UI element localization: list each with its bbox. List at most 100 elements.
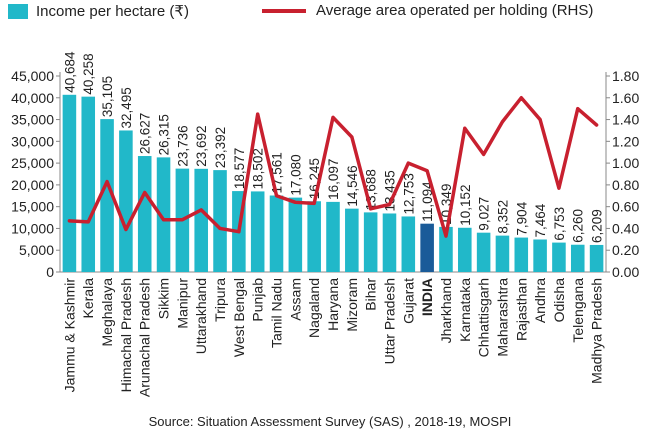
bar — [288, 197, 303, 272]
bar-value-label: 10,152 — [458, 184, 473, 225]
bar — [62, 94, 77, 272]
area-line-point — [256, 112, 260, 116]
bar — [552, 242, 566, 272]
category-label: Odisha — [551, 278, 567, 323]
area-line-point — [124, 228, 128, 232]
right-tick-label: 1.60 — [612, 90, 639, 106]
bar — [194, 168, 208, 272]
bar-value-label: 32,495 — [119, 87, 134, 128]
category-label: West Bengal — [231, 278, 247, 357]
bar-value-label: 18,502 — [251, 148, 266, 189]
left-tick-label: 40,000 — [11, 90, 54, 106]
area-line-point — [387, 202, 391, 206]
area-line-point — [331, 115, 335, 119]
category-label: Mizoram — [344, 278, 360, 332]
right-tick-label: 0.60 — [612, 199, 639, 215]
category-label: Bihar — [363, 278, 379, 311]
area-line-point — [86, 220, 90, 224]
area-line-point — [482, 152, 486, 156]
area-line-point — [557, 186, 561, 190]
bar — [382, 213, 397, 272]
category-label: Meghalaya — [99, 278, 115, 347]
left-tick-label: 5,000 — [19, 242, 54, 258]
bar-value-label: 7,464 — [533, 203, 548, 237]
category-label: Maharashtra — [494, 278, 510, 357]
bar-value-label: 13,435 — [382, 170, 397, 211]
bar — [533, 239, 547, 272]
right-tick-label: 0.00 — [612, 264, 639, 280]
category-label: Sikkim — [156, 278, 172, 319]
legend-line-swatch — [262, 8, 306, 13]
area-line-point — [500, 120, 504, 124]
area-line-point — [143, 191, 147, 195]
bar-value-label: 14,546 — [345, 165, 360, 206]
category-label: INDIA — [419, 278, 435, 316]
category-label: Chhattisgarh — [476, 278, 492, 357]
bar — [476, 232, 491, 272]
bar — [269, 195, 284, 272]
bar-value-label: 26,315 — [157, 114, 172, 155]
area-line-point — [350, 135, 354, 139]
category-label: Andhra — [532, 278, 548, 323]
bar-value-label: 23,392 — [213, 127, 228, 168]
area-line-point — [237, 230, 241, 234]
bar — [589, 244, 604, 272]
category-label: Karnataka — [457, 278, 473, 342]
bar — [401, 216, 416, 272]
category-label: Telengana — [570, 278, 586, 343]
bar — [439, 226, 453, 272]
category-label: Madhya Pradesh — [589, 278, 605, 384]
area-line-point — [199, 208, 203, 212]
area-line-point — [105, 180, 109, 184]
bar-value-label: 18,577 — [232, 148, 247, 189]
legend-bar-swatch — [8, 3, 28, 19]
left-tick-label: 35,000 — [11, 112, 54, 128]
bar-value-label: 12,753 — [401, 173, 416, 214]
bar — [156, 157, 171, 272]
bar — [119, 130, 133, 272]
bar — [495, 235, 510, 272]
category-label: Kerala — [80, 278, 96, 319]
area-line-point — [595, 123, 599, 127]
legend-bar-label: Income per hectare (₹) — [36, 3, 189, 20]
left-tick-label: 30,000 — [11, 133, 54, 149]
left-tick-label: 15,000 — [11, 199, 54, 215]
bar-value-label: 40,684 — [62, 51, 77, 93]
bar-value-label: 6,260 — [571, 209, 586, 243]
right-tick-label: 0.80 — [612, 177, 639, 193]
bar — [514, 237, 529, 272]
category-label: Haryana — [325, 278, 341, 331]
bar-value-label: 16,097 — [326, 159, 341, 200]
left-tick-label: 25,000 — [11, 155, 54, 171]
bar-value-label: 8,352 — [495, 200, 510, 234]
bar — [307, 201, 321, 272]
category-label: Tripura — [212, 278, 228, 322]
bar — [345, 208, 359, 272]
category-label: Manipur — [174, 278, 190, 329]
bar-value-label: 40,258 — [81, 53, 96, 94]
area-line-point — [180, 218, 184, 222]
left-tick-label: 0 — [46, 264, 54, 280]
bar — [458, 227, 472, 272]
bar-value-label: 23,692 — [194, 126, 209, 167]
category-label: Nagaland — [306, 278, 322, 338]
area-line-point — [312, 201, 316, 205]
area-line-point — [162, 218, 166, 222]
area-line-point — [538, 118, 542, 122]
category-label: Uttar Pradesh — [381, 278, 397, 364]
area-line-point — [406, 161, 410, 165]
bar — [100, 119, 114, 272]
bar-value-label: 7,904 — [514, 201, 529, 235]
bar — [570, 244, 585, 272]
source-note: Source: Situation Assessment Survey (SAS… — [148, 414, 512, 429]
category-label: Uttarakhand — [193, 278, 209, 354]
area-line-point — [519, 96, 523, 100]
bar-value-label: 6,753 — [552, 207, 567, 241]
category-label: Jammu & Kashmir — [61, 278, 77, 393]
bar-value-label: 9,027 — [477, 197, 492, 231]
category-label: Jharkhand — [438, 278, 454, 343]
bar — [363, 212, 378, 272]
category-label: Arunachal Pradesh — [137, 278, 153, 397]
category-label: Assam — [287, 278, 303, 321]
